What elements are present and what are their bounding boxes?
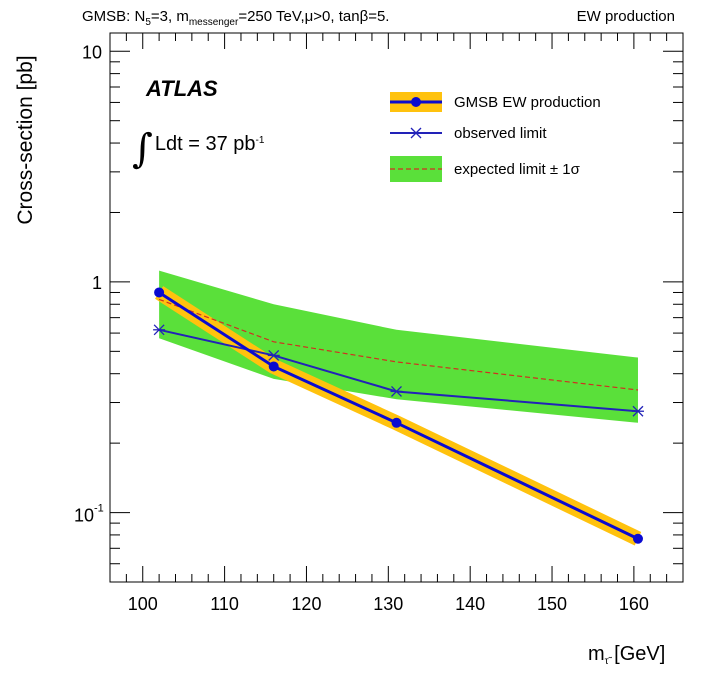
x-axis-label-main: m <box>588 643 605 665</box>
x-tick-label: 140 <box>455 594 485 614</box>
y-tick-label-exponent: -1 <box>94 503 104 515</box>
signal-line <box>158 291 639 541</box>
x-axis-label-unit: [GeV] <box>608 643 666 665</box>
expected-limit-line <box>158 298 639 391</box>
y-axis-label: Cross-section [pb] <box>14 55 37 225</box>
legend-label: expected limit ± 1σ <box>454 161 581 178</box>
luminosity-exponent: -1 <box>255 135 265 146</box>
legend-label: GMSB EW production <box>454 94 601 111</box>
header-production-mode: EW production <box>576 8 675 25</box>
signal-point <box>632 533 643 544</box>
legend-signal-marker <box>411 97 421 107</box>
observed-limit-marker <box>267 349 280 361</box>
legend-observed-marker <box>410 127 422 139</box>
x-tick-label: 160 <box>619 594 649 614</box>
x-tick-label: 120 <box>291 594 321 614</box>
header-rest: =250 TeV,μ>0, tanβ=5. <box>238 8 390 25</box>
x-tick-label: 100 <box>128 594 158 614</box>
x-axis-label: mτ̃ [GeV] <box>588 643 665 667</box>
x-axis-label-sub: τ̃ <box>604 656 609 667</box>
y-tick-label-0.1: 10 <box>74 506 94 526</box>
signal-point <box>268 361 279 372</box>
x-tick-label: 150 <box>537 594 567 614</box>
header-prefix: GMSB: N <box>82 8 146 25</box>
y-tick-label-10: 10 <box>82 42 102 62</box>
x-tick-label: 110 <box>210 594 239 614</box>
header-mid: =3, m <box>150 8 189 25</box>
observed-limit-marker <box>631 405 644 417</box>
y-tick-label-1: 1 <box>92 273 102 293</box>
signal-point <box>391 417 402 428</box>
observed-limit-marker <box>390 386 403 397</box>
frame-layer <box>109 32 684 583</box>
signal-point <box>154 287 165 298</box>
expected-limit-band <box>159 270 638 423</box>
luminosity-label: ∫ Ldt = 37 pb-1 <box>132 118 265 172</box>
legend: GMSB EW production observed limit expected… <box>390 92 601 182</box>
header-model-parameters: GMSB: N5=3, mmessenger=250 TeV,μ>0, tanβ… <box>82 8 389 28</box>
observed-limit-marker <box>153 324 166 336</box>
header-sub-n5: 5 <box>145 17 151 28</box>
atlas-label: ATLAS <box>146 76 218 101</box>
lines-layer <box>153 287 644 544</box>
legend-label: observed limit <box>454 125 547 142</box>
x-tick-label: 130 <box>373 594 403 614</box>
plot-frame <box>109 32 684 583</box>
header-sub-messenger: messenger <box>188 17 239 28</box>
integral-symbol: ∫ <box>132 126 153 172</box>
observed-limit-line <box>158 328 639 413</box>
luminosity-value: Ldt = 37 pb <box>154 133 256 155</box>
